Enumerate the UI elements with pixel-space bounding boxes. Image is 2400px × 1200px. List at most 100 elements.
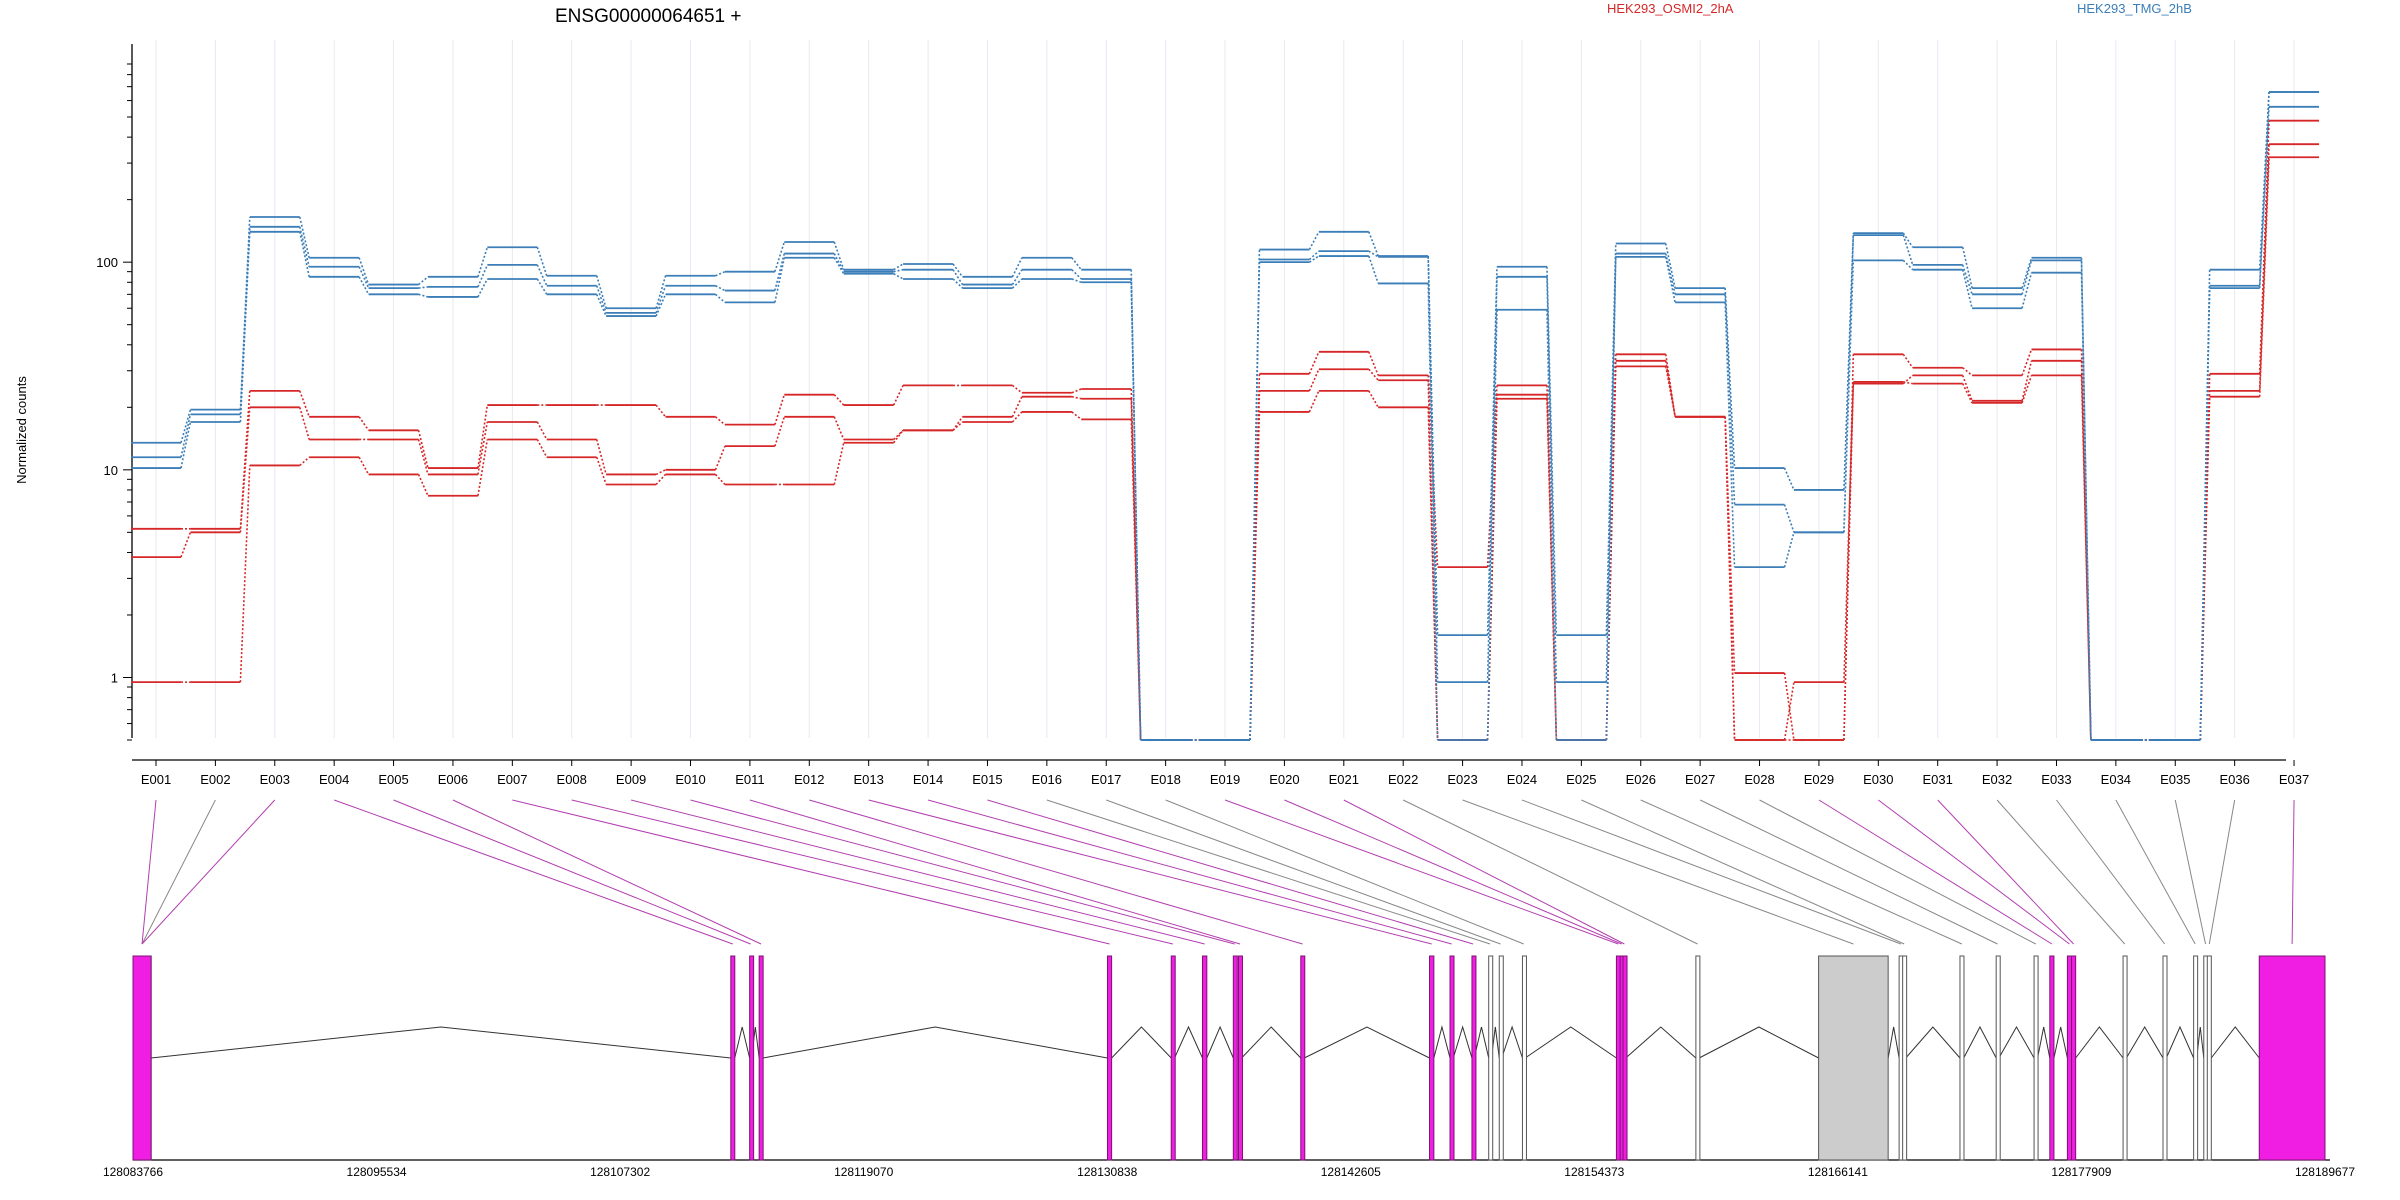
series-transition [1309,251,1318,259]
series-transition [419,439,428,474]
exon-connector [2209,800,2234,944]
genomic-coordinate: 128095534 [347,1165,407,1179]
series-transition [656,474,665,484]
series-transition [1072,270,1081,279]
series-transition [1903,354,1912,367]
series-transition [300,232,309,277]
exon-tick-label: E035 [2160,772,2190,787]
series-transition [894,385,903,405]
exon-tick-label: E026 [1626,772,1656,787]
series-transition [1369,256,1378,283]
exon-tick-label: E031 [1923,772,1953,787]
series-transition [419,430,428,468]
series-transition [1131,282,1140,740]
series-transition [716,417,725,425]
genomic-coordinate-labels: 128083766 128095534 128107302 128119070 1281… [103,1165,2355,1179]
exon-tick-label: E037 [2279,772,2309,787]
intron [1888,1027,1899,1058]
series-transition [1725,417,1734,740]
exon-tick-label: E030 [1863,772,1893,787]
series-transition [953,279,962,288]
series-transition [716,272,725,276]
intron [1453,1027,1472,1058]
exon-box [759,956,763,1160]
exon-box [1450,956,1454,1160]
exon-box [1489,956,1493,1160]
exon-tick-label: E011 [735,772,764,787]
exon-tick-label: E016 [1032,772,1062,787]
series-transition [834,443,843,485]
grid-lines [156,40,2294,738]
exon-tick-label: E018 [1150,772,1180,787]
y-tick-label: 1 [111,670,118,685]
legend-condition-a: HEK293_OSMI2_2hA [1607,1,1734,16]
exon-connector [1463,800,1854,944]
intron [2054,1027,2067,1058]
series-transition [537,439,546,457]
series-transition [1309,391,1318,412]
genomic-coordinate: 128130838 [1077,1165,1137,1179]
series-transition [894,430,903,442]
series-transition [300,407,309,439]
exon-connector [1166,800,1524,944]
series-transition [1072,389,1081,393]
axes: 1 10 100 [96,44,2294,766]
series-transition [181,532,190,557]
exon-box [2072,956,2076,1160]
exon-connector [572,800,1173,944]
series-transition [1250,262,1259,740]
exon-connector [1581,800,1904,944]
exon-box [1233,956,1237,1160]
series-transition [359,417,368,430]
series-transition [656,405,665,417]
series-transition [2022,361,2031,401]
exon-usage-chart: ENSG00000064651 + HEK293_OSMI2_2hA HEK29… [0,0,2400,1200]
exon-box [1522,956,1526,1160]
series-transition [1903,235,1912,265]
series-transition [834,395,843,405]
intron [1525,1027,1616,1058]
intron [1242,1027,1301,1058]
exon-tick-label: E015 [972,772,1002,787]
series-transition [1547,310,1556,740]
exon-tick-label: E013 [853,772,883,787]
exon-box [1696,956,1700,1160]
exon-connector [142,800,275,944]
genomic-coordinate: 128166141 [1808,1165,1868,1179]
exon-tick-label: E006 [438,772,468,787]
series-transition [1012,412,1021,422]
series-transition [240,465,249,682]
series-transition [1488,277,1497,682]
exon-connector [142,800,156,944]
series-transition [537,247,546,276]
exon-tick-label: E009 [616,772,646,787]
intron [1502,1027,1523,1058]
exon-tick-labels: E001 E002 E003 E004 E005 E006 E007 E008 E009 E010… [141,772,2309,787]
exon-box [1499,956,1503,1160]
series-transition [2022,260,2031,294]
exon-tick-label: E023 [1447,772,1477,787]
genomic-coordinate: 128083766 [103,1165,163,1179]
exon-box [2259,956,2325,1160]
exon-tick-label: E028 [1744,772,1774,787]
intron [2076,1027,2123,1058]
intron [1906,1027,1960,1058]
intron [2038,1027,2050,1058]
series-transition [894,274,903,279]
chart-title: ENSG00000064651 + [555,6,741,27]
exon-connector [1403,800,1697,944]
series-transition [1250,374,1259,740]
exon-tick-label: E022 [1388,772,1418,787]
exon-tick-label: E010 [675,772,705,787]
intron [1434,1027,1450,1058]
series-transition [181,410,190,443]
series-transition [300,457,309,465]
series-transition [1012,258,1021,277]
intron [1112,1027,1172,1058]
series-transition [1666,254,1675,295]
series-transition [1012,270,1021,285]
exon-tick-label: E027 [1685,772,1715,787]
genomic-coordinate: 128154373 [1564,1165,1624,1179]
exon-connector [1819,800,2052,944]
intron [1626,1027,1696,1058]
